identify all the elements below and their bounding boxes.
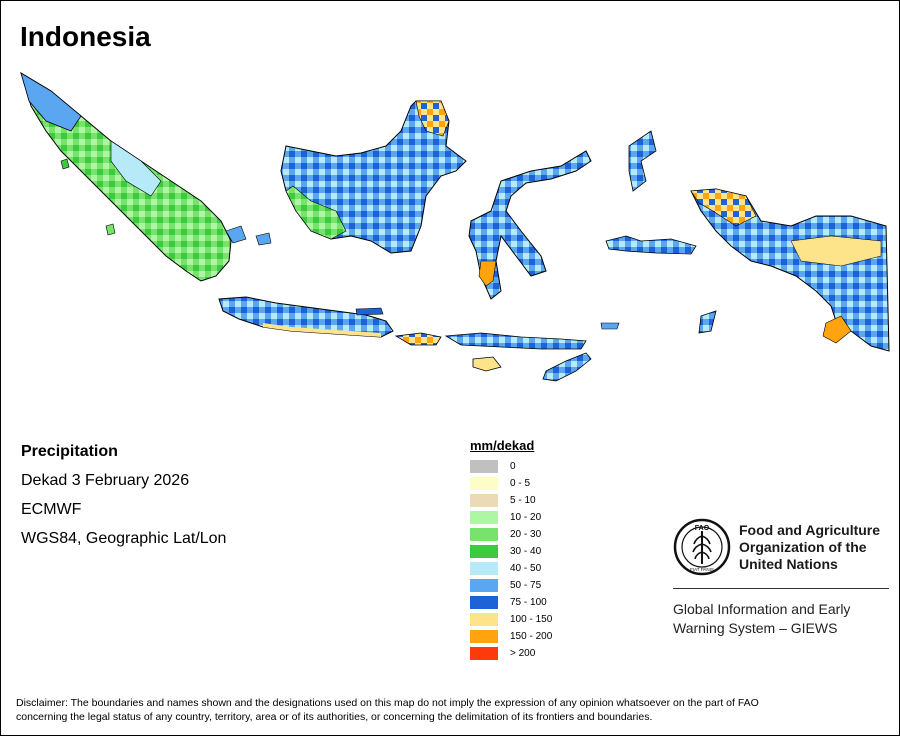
java-south-coast [263,323,381,337]
legend-swatch [470,647,498,660]
legend-swatch [470,528,498,541]
bali-lombok [394,332,442,346]
legend-label: 10 - 20 [510,512,542,523]
period-label: Dekad 3 February 2026 [21,472,190,489]
legend-label: 100 - 150 [510,614,553,625]
legend-label: 75 - 100 [510,597,547,608]
wetar-island [600,322,620,330]
fao-logo-letters: FAO [695,525,710,532]
timor-island [542,352,592,382]
legend-item: 75 - 100 [470,594,552,611]
papua-birdhead-yellow [690,188,757,227]
legend-swatch [470,545,498,558]
legend-swatch [470,579,498,592]
legend-label: 50 - 75 [510,580,542,591]
precipitation-map [20,71,890,382]
fao-logo-motto: FIAT PANIS [690,567,714,572]
legend-swatch [470,460,498,473]
source-label: ECMWF [21,501,82,518]
belitung-island [255,232,272,246]
legend-item: > 200 [470,645,552,662]
papua-south-orange [822,315,852,344]
legend-label: 20 - 30 [510,529,542,540]
legend-item: 0 [470,458,552,475]
sumatra-east-band [110,140,162,197]
legend-label: 30 - 40 [510,546,542,557]
aru-tanimbar [698,310,717,334]
borneo-north-yellow [415,100,450,137]
legend-item: 10 - 20 [470,509,552,526]
legend-title: mm/dekad [470,438,535,453]
legend-item: 30 - 40 [470,543,552,560]
legend-label: 0 - 5 [510,478,531,489]
disclaimer-line: Disclaimer: The boundaries and names sho… [16,697,759,709]
legend-swatch [470,630,498,643]
sumatra-north-band [20,72,82,132]
bangka-island [225,225,247,244]
legend-item: 5 - 10 [470,492,552,509]
halmahera-island [628,130,657,192]
legend-item: 50 - 75 [470,577,552,594]
fao-name-line: Food and Agriculture [739,522,881,538]
fao-logo-icon: FAO FIAT PANIS [673,518,731,576]
java-landmass [218,296,394,338]
giews-name-line: Global Information and Early [673,601,851,617]
legend-swatch [470,562,498,575]
legend-swatch [470,494,498,507]
mentawai-island [105,223,116,236]
legend-item: 150 - 200 [470,628,552,645]
legend-item: 20 - 30 [470,526,552,543]
legend-label: 150 - 200 [510,631,553,642]
fao-name-line: United Nations [739,556,838,572]
legend-item: 40 - 50 [470,560,552,577]
map-title: Indonesia [20,21,151,52]
fao-name-line: Organization of the [739,539,867,555]
disclaimer: Disclaimer: The boundaries and names sho… [16,696,886,724]
variable-heading: Precipitation [21,443,118,460]
legend-swatch [470,613,498,626]
fao-organization-name: Food and Agriculture Organization of the… [739,522,899,573]
borneo-west-green [285,185,347,240]
seram-buru [605,235,697,255]
legend-swatch [470,511,498,524]
legend-rows: 0 0 - 5 5 - 10 10 - 20 20 - 30 30 - 40 [470,458,552,662]
nias-island [60,158,70,170]
sumba-island [472,356,502,372]
legend-label: 5 - 10 [510,495,536,506]
papua-central-band [790,235,882,267]
fao-divider [673,588,889,589]
legend-swatch [470,477,498,490]
legend-label: 40 - 50 [510,563,542,574]
disclaimer-line: concerning the legal status of any count… [16,711,653,723]
legend: mm/dekad 0 0 - 5 5 - 10 10 - 20 20 - 30 [470,438,552,662]
sulawesi-south-orange [478,260,497,287]
madura-island [355,307,384,316]
map-info: Precipitation Dekad 3 February 2026 ECMW… [21,443,226,559]
sumbawa-flores [444,332,587,350]
legend-item: 0 - 5 [470,475,552,492]
giews-name-line: Warning System – GIEWS [673,620,838,636]
projection-label: WGS84, Geographic Lat/Lon [21,530,227,547]
legend-swatch [470,596,498,609]
legend-item: 100 - 150 [470,611,552,628]
giews-name: Global Information and Early Warning Sys… [673,600,889,638]
sulawesi-landmass [468,150,592,300]
legend-label: 0 [510,461,516,472]
legend-label: > 200 [510,648,536,659]
